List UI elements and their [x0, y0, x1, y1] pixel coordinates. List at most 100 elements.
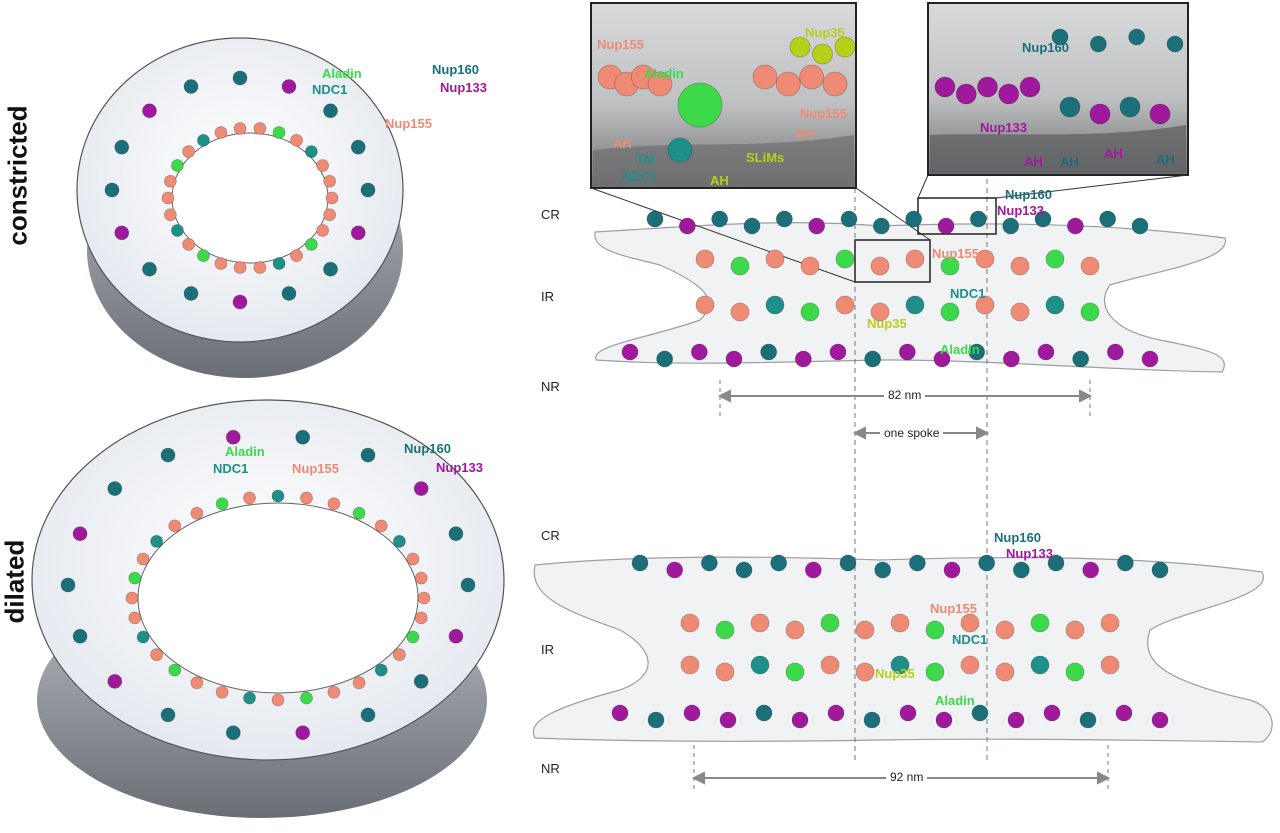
- dilated-ring-aladin-label: Aladin: [225, 444, 265, 459]
- constricted-side-cr-blob: [872, 217, 890, 235]
- protein-clusters: [60, 28, 1184, 741]
- inset-right-nup133-blob: [1019, 76, 1041, 98]
- level-nr-dilated: NR: [541, 761, 560, 776]
- constricted-side-nr-blob: [656, 350, 674, 368]
- constricted-ir-blob: [161, 191, 175, 205]
- constricted-side-cr-blob: [743, 217, 761, 235]
- dilated-side-cr-blob: [1047, 554, 1065, 572]
- level-ir-constricted: IR: [541, 289, 554, 304]
- dilated-cr-blob: [107, 674, 123, 689]
- inset-right-mixed-blob: [1149, 103, 1171, 125]
- constricted-side-nup155-label: Nup155: [932, 246, 979, 261]
- constricted-side-cr-blob: [711, 210, 729, 228]
- constricted-side-cr-blob: [937, 217, 955, 235]
- dilated-side-cr-blob: [700, 554, 718, 572]
- constricted-ir-blob: [316, 159, 330, 172]
- dilated-side-cr-blob: [666, 561, 684, 579]
- constricted-cr-blob: [281, 79, 297, 94]
- dilated-side-cr-blob: [1116, 554, 1134, 572]
- constricted-side-aladin-label: Aladin: [940, 342, 980, 357]
- constricted-side-ir-blob: [730, 256, 750, 276]
- dilated-ring-ndc1-label: NDC1: [213, 461, 249, 476]
- constricted-side-ir-blob: [800, 302, 820, 322]
- constricted-side-ir-blob: [975, 295, 995, 315]
- constricted-side-ir-blob: [730, 302, 750, 322]
- dilated-side-ir-blob: [925, 662, 945, 682]
- constricted-cr-blob: [323, 103, 338, 119]
- dilated-cr-blob: [72, 526, 88, 542]
- constricted-ir-blob: [323, 174, 337, 188]
- constricted-side-ndc1-label: NDC1: [950, 286, 986, 301]
- inset-right-nup133-blob: [977, 76, 998, 98]
- constricted-side-cr-blob: [1099, 210, 1117, 228]
- level-ir-dilated: IR: [541, 642, 554, 657]
- constricted-ir-blob: [272, 126, 286, 139]
- dilated-side-ir-blob: [960, 613, 980, 633]
- inset-right-ah-label-1: AH: [1024, 154, 1043, 169]
- dilated-side-nr-blob: [719, 711, 737, 729]
- constricted-ir-blob: [233, 261, 247, 274]
- level-nr-constricted: NR: [541, 379, 560, 394]
- dilated-side-nr-blob: [1151, 711, 1169, 729]
- constricted-side-ir-blob: [975, 249, 995, 269]
- row-label-dilated: dilated: [0, 539, 30, 624]
- inset-right-mixed-blob: [1089, 103, 1111, 125]
- constricted-cr-blob: [323, 261, 338, 277]
- constricted-side-nup133-label: Nup133: [997, 203, 1044, 218]
- constricted-ir-blob: [304, 238, 318, 251]
- constricted-side-ir-blob: [800, 256, 820, 276]
- dilated-side-cr-blob: [1151, 561, 1169, 579]
- dilated-side-ir-blob: [890, 613, 910, 633]
- constricted-ring-aladin-label: Aladin: [322, 66, 362, 81]
- dilated-side-cr-blob: [874, 561, 892, 579]
- constricted-cr-blob: [183, 79, 199, 94]
- dilated-side-ir-blob: [680, 655, 700, 675]
- inset-left-tm-label: TM: [636, 152, 655, 167]
- dilated-side-ir-blob: [960, 655, 980, 675]
- dilated-side-ir-blob: [820, 613, 840, 633]
- constricted-cr-blob: [104, 182, 120, 198]
- dilated-side-nr-blob: [899, 704, 917, 722]
- constricted-ir-blob: [233, 122, 247, 135]
- constricted-ir-blob: [170, 159, 184, 172]
- dilated-side-cr-blob: [804, 561, 822, 579]
- constricted-cr-blob: [114, 225, 130, 241]
- dilated-ir-blob: [327, 685, 341, 699]
- dilated-side-ir-blob: [785, 662, 805, 682]
- constricted-ir-blob: [163, 174, 177, 188]
- dilated-side-nr-blob: [1115, 704, 1133, 722]
- constricted-side-nr-blob: [760, 343, 778, 361]
- dilated-ir-blob: [327, 497, 341, 511]
- dilated-side-ir-blob: [1065, 662, 1085, 682]
- constricted-side-nr-blob: [1141, 350, 1159, 368]
- inset-left-aladin-label: Aladin: [644, 66, 684, 81]
- dilated-ir-blob: [128, 571, 142, 585]
- dilated-side-ir-blob: [750, 655, 770, 675]
- dilated-side-ir-blob: [995, 620, 1015, 640]
- constricted-side-cr-blob: [1002, 217, 1020, 235]
- constricted-ir-blob: [316, 224, 330, 237]
- constricted-side-cr-blob: [1131, 217, 1149, 235]
- dilated-cr-blob: [360, 707, 376, 723]
- dilated-side-nr-blob: [1043, 704, 1061, 722]
- dilated-ir-blob: [243, 491, 256, 505]
- dilated-ir-blob: [417, 591, 431, 605]
- dilated-side-ir-blob: [1100, 613, 1120, 633]
- dilated-side-cr-blob: [631, 554, 649, 572]
- level-cr-constricted: CR: [541, 207, 560, 222]
- dilated-side-ndc1-label: NDC1: [952, 632, 988, 647]
- zoom-source-left: [854, 239, 931, 283]
- dilated-side-nup133-label: Nup133: [1006, 546, 1053, 561]
- dilated-side-nr-blob: [863, 711, 881, 729]
- dilated-side-cr-blob: [1082, 561, 1100, 579]
- constricted-ir-blob: [214, 257, 228, 270]
- inset-right-nup133-blob: [934, 76, 956, 98]
- constricted-side-ir-blob: [1080, 256, 1100, 276]
- constricted-ring-nup155-label: Nup155: [385, 116, 432, 131]
- dilated-side-cr-blob: [1012, 561, 1030, 579]
- dilated-ir-blob: [300, 491, 313, 505]
- dilated-side-ir-blob: [1030, 613, 1050, 633]
- dilated-ir-blob: [215, 497, 229, 511]
- spoke-label: one spoke: [880, 426, 944, 440]
- constricted-side-nr-blob: [725, 350, 743, 368]
